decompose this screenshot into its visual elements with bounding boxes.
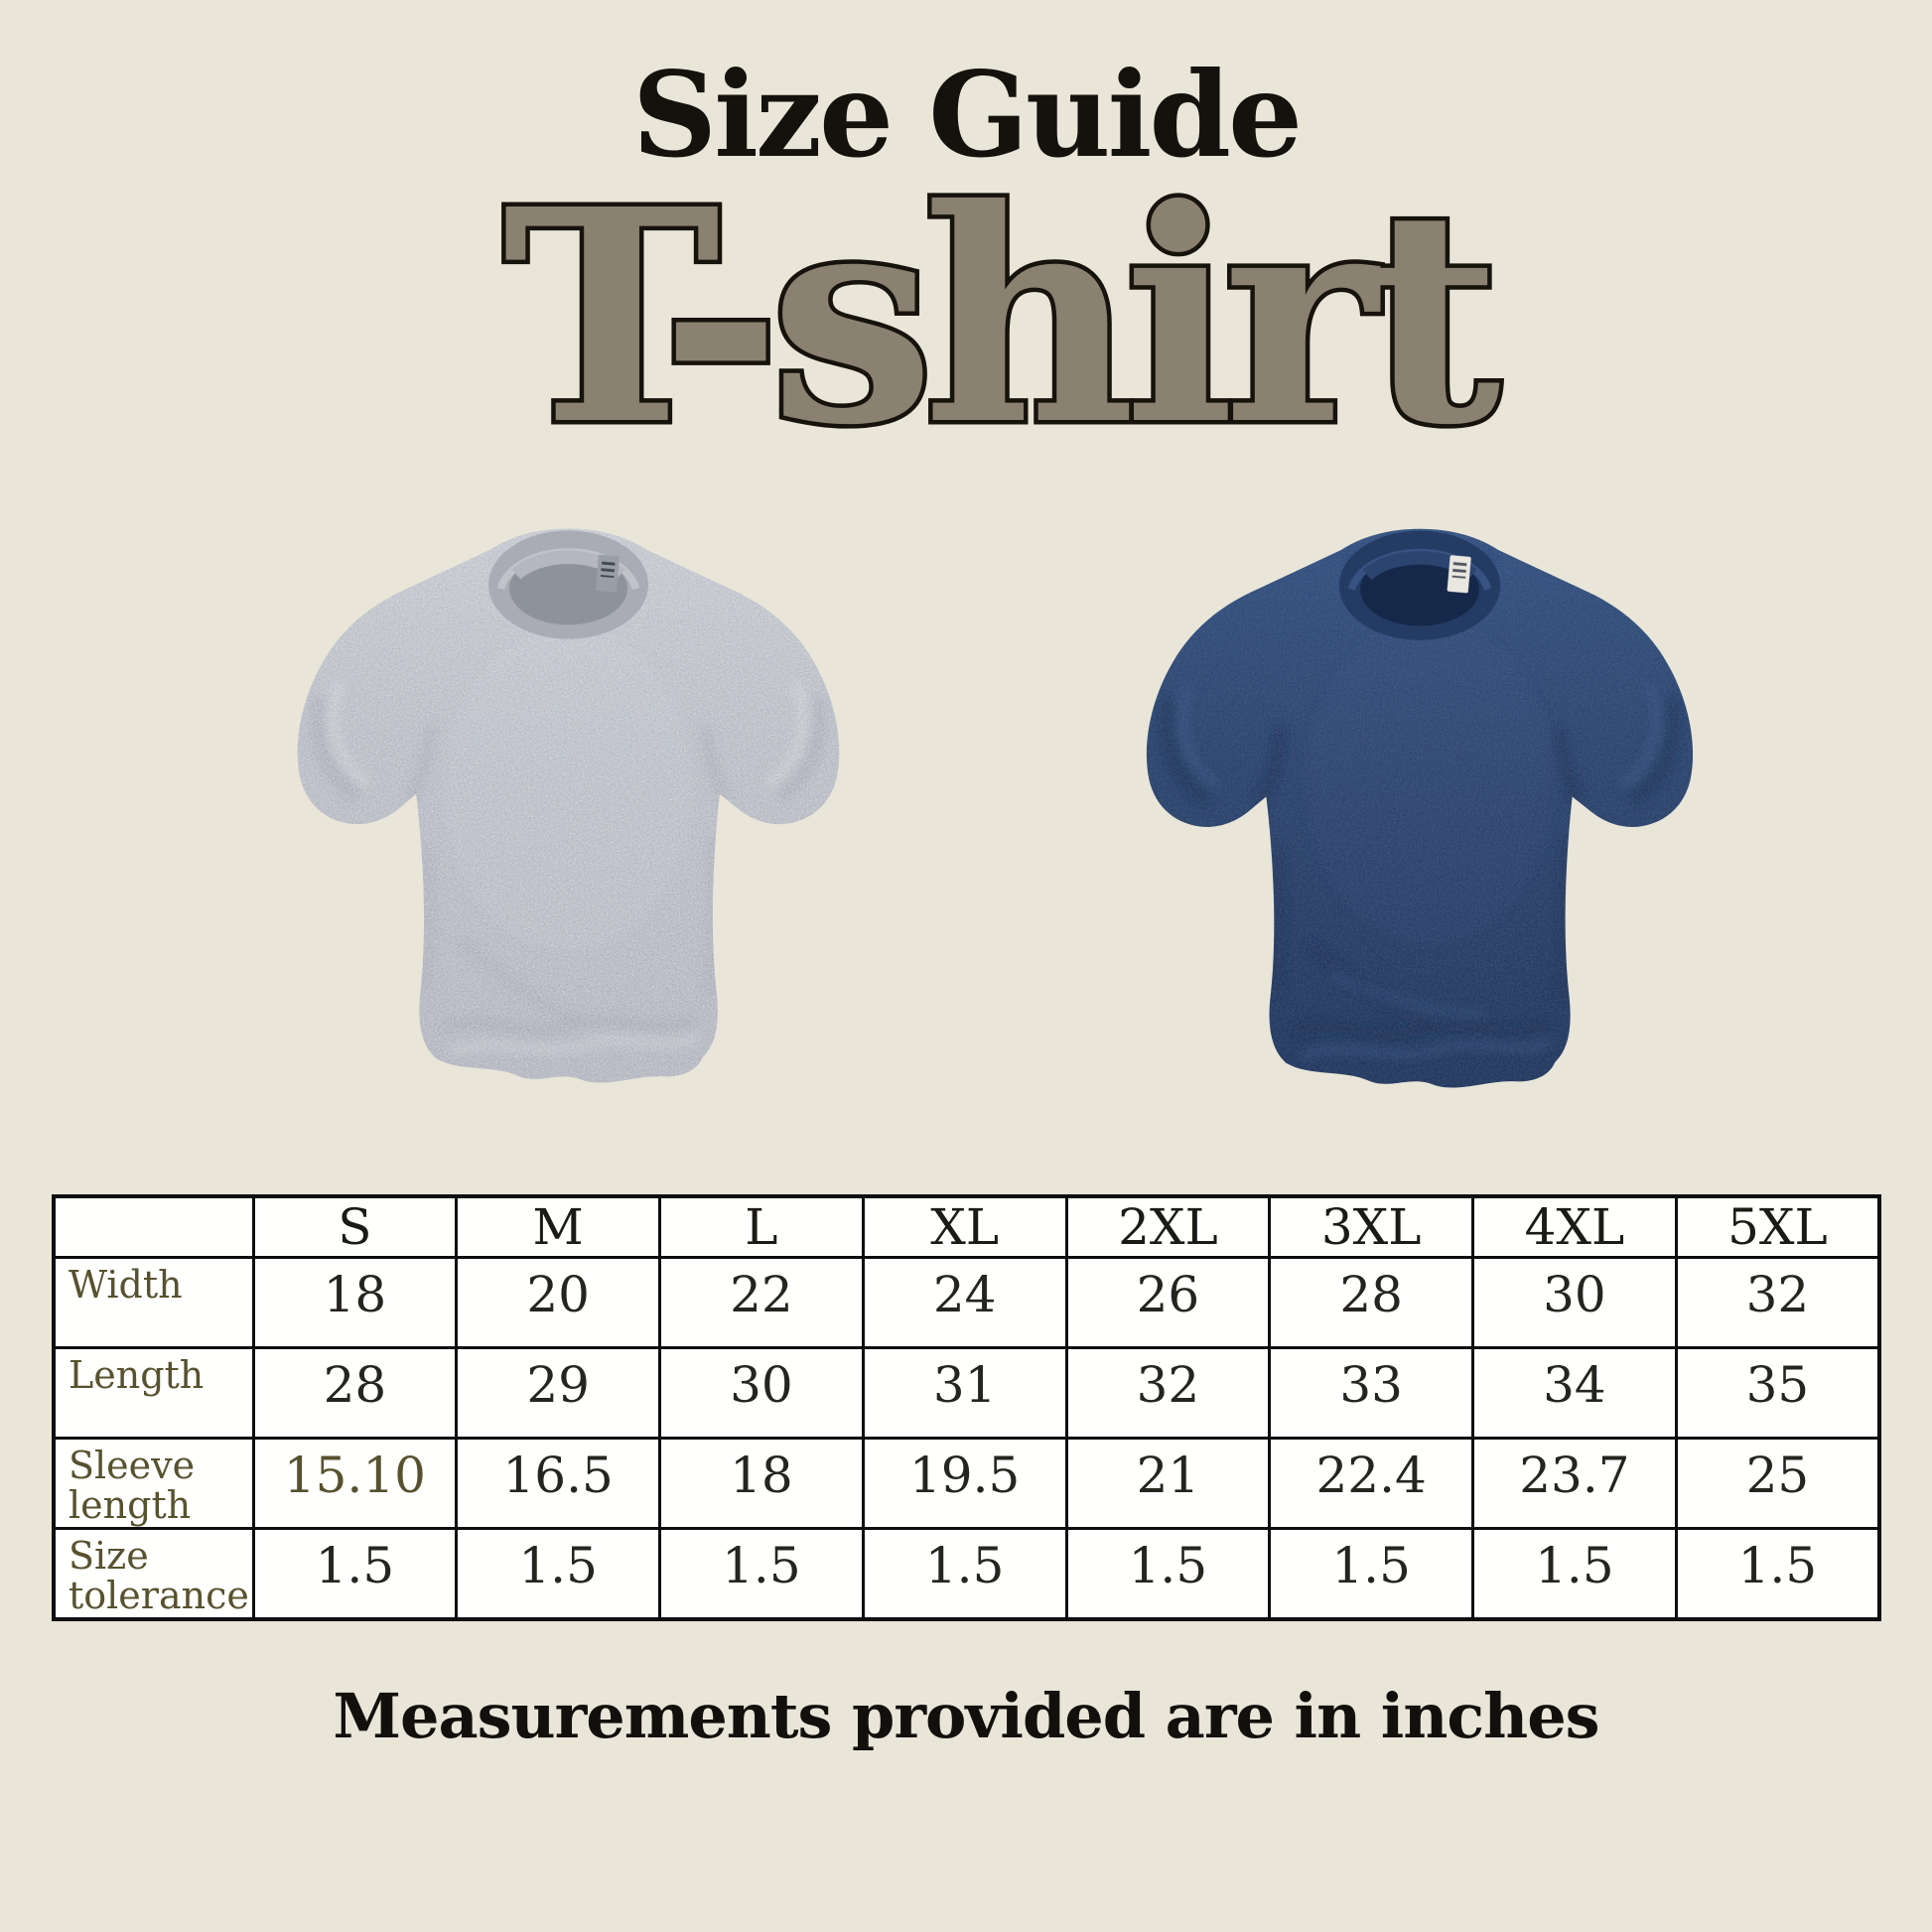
size-value-cell: 22.4 — [1268, 1437, 1474, 1530]
page-title: Size Guide — [631, 46, 1303, 184]
size-value-cell: 1.5 — [1471, 1527, 1678, 1620]
size-value-cell: 26 — [1064, 1256, 1272, 1349]
size-value-cell: 20 — [455, 1256, 661, 1349]
size-value-cell: 1.5 — [1268, 1527, 1474, 1620]
table-row-size-tolerance: Size tolerance 1.5 1.5 1.5 1.5 1.5 1.5 1… — [52, 1527, 1881, 1620]
row-label: Width — [52, 1256, 255, 1349]
size-value-cell: 1.5 — [251, 1527, 459, 1620]
size-value-cell: 32 — [1064, 1346, 1272, 1440]
size-value-cell: 34 — [1471, 1346, 1678, 1440]
size-value-cell: 30 — [658, 1346, 865, 1440]
row-label: Size tolerance — [52, 1527, 255, 1620]
size-value-cell: 23.7 — [1471, 1437, 1678, 1530]
size-value-cell: 33 — [1268, 1346, 1474, 1440]
size-value-cell: 31 — [861, 1346, 1068, 1440]
size-value-cell: 28 — [251, 1346, 459, 1440]
size-value-cell: 30 — [1471, 1256, 1678, 1349]
footer-note: Measurements provided are in inches — [333, 1680, 1599, 1752]
size-value-cell: 1.5 — [1064, 1527, 1272, 1620]
size-column-header-m: M — [455, 1194, 661, 1259]
size-value-cell: 35 — [1674, 1346, 1881, 1440]
size-column-header-3xl: 3XL — [1268, 1194, 1474, 1259]
size-value-cell: 15.10 — [251, 1437, 459, 1530]
navy-tshirt-image — [1146, 528, 1694, 1088]
size-column-header-5xl: 5XL — [1674, 1194, 1881, 1259]
size-value-cell: 1.5 — [455, 1527, 661, 1620]
size-value-cell: 1.5 — [658, 1527, 865, 1620]
size-value-cell: 24 — [861, 1256, 1068, 1349]
product-title-graphic: T-shirt — [498, 182, 1519, 480]
size-value-cell: 19.5 — [861, 1437, 1068, 1530]
size-value-cell: 25 — [1674, 1437, 1881, 1530]
size-column-header-s: S — [251, 1194, 459, 1259]
size-table: S M L XL 2XL 3XL 4XL 5XL Width 18 20 22 … — [52, 1194, 1881, 1621]
row-label: Length — [52, 1346, 255, 1440]
size-value-cell: 21 — [1064, 1437, 1272, 1530]
size-value-cell: 29 — [455, 1346, 661, 1440]
size-value-cell: 18 — [251, 1256, 459, 1349]
product-title-text: T-shirt — [502, 182, 1502, 480]
table-row-length: Length 28 29 30 31 32 33 34 35 — [52, 1346, 1881, 1440]
size-value-cell: 16.5 — [455, 1437, 661, 1530]
size-column-header-l: L — [658, 1194, 865, 1259]
neck-tag — [595, 554, 620, 593]
size-value-cell: 28 — [1268, 1256, 1474, 1349]
size-value-cell: 1.5 — [1674, 1527, 1881, 1620]
size-value-cell: 18 — [658, 1437, 865, 1530]
size-column-header-4xl: 4XL — [1471, 1194, 1678, 1259]
gray-tshirt-image — [297, 528, 840, 1083]
corner-cell — [52, 1194, 255, 1259]
size-value-cell: 32 — [1674, 1256, 1881, 1349]
size-column-header-2xl: 2XL — [1064, 1194, 1272, 1259]
size-column-header-xl: XL — [861, 1194, 1068, 1259]
table-header-row: S M L XL 2XL 3XL 4XL 5XL — [52, 1194, 1881, 1259]
row-label: Sleeve length — [52, 1437, 255, 1530]
table-row-width: Width 18 20 22 24 26 28 30 32 — [52, 1256, 1881, 1349]
neck-tag — [1447, 555, 1471, 594]
size-value-cell: 22 — [658, 1256, 865, 1349]
size-value-cell: 1.5 — [861, 1527, 1068, 1620]
table-row-sleeve-length: Sleeve length 15.10 16.5 18 19.5 21 22.4… — [52, 1437, 1881, 1530]
